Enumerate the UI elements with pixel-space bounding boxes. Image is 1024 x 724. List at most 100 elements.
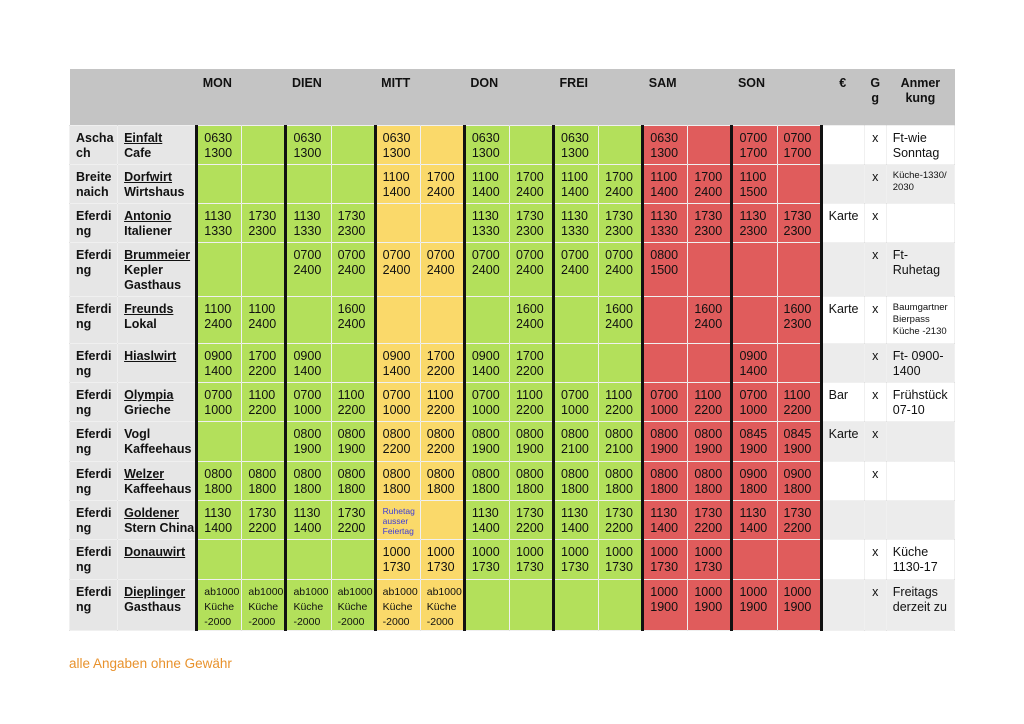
header-day-mitt: MITT: [375, 69, 465, 126]
town-cell: Eferdi ng: [68, 579, 119, 631]
hours-cell-mitt: 0700 2400: [373, 242, 421, 297]
hours-cell-dien: [330, 164, 376, 204]
hours-cell-mon: [195, 539, 243, 580]
hours-cell-dien: 0630 1300: [284, 125, 332, 165]
hours-cell-mitt: [419, 203, 465, 243]
hours-cell-sam: 1000 1730: [687, 539, 733, 580]
town-cell: Eferdi ng: [68, 500, 119, 540]
restaurant-cell: Vogl Kaffeehaus: [117, 421, 198, 462]
hours-cell-son: 0700 1000: [730, 382, 778, 422]
hours-cell-dien: 1730 2200: [330, 500, 376, 540]
hours-cell-frei: 1700 2400: [598, 164, 644, 204]
table-row: Eferdi ng Freunds Lokal 1100 2400 1100 2400…: [68, 296, 956, 344]
hours-cell-son: 0700 1700: [776, 125, 823, 165]
hours-cell-dien: 0800 1900: [284, 421, 332, 462]
hours-cell-son: 1000 1900: [730, 579, 778, 631]
hours-cell-frei: 1130 1330: [552, 203, 600, 243]
hours-cell-mitt: 0630 1300: [373, 125, 421, 165]
gg-cell: x: [863, 164, 887, 204]
hours-cell-mon: 1100 2200: [241, 382, 287, 422]
hours-cell-frei: 1100 2200: [598, 382, 644, 422]
hours-cell-don: 0800 1900: [462, 421, 510, 462]
hours-cell-mitt: 1100 2200: [419, 382, 465, 422]
hours-cell-dien: 0800 1900: [330, 421, 376, 462]
hours-cell-son: 0900 1800: [776, 461, 823, 501]
town-cell: Eferdi ng: [68, 421, 119, 462]
restaurant-type: Kaffeehaus: [124, 442, 192, 456]
payment-cell: Karte: [820, 203, 865, 243]
restaurant-name-link[interactable]: Brummeier: [124, 248, 191, 262]
hours-cell-son: [776, 343, 823, 383]
hours-cell-dien: 0700 2400: [284, 242, 332, 297]
hours-cell-son: 1100 2200: [776, 382, 823, 422]
note-cell: Küche 1130-17: [885, 539, 956, 580]
note-cell: Frühstück 07-10: [885, 382, 956, 422]
hours-cell-don: 1700 2200: [508, 343, 555, 383]
hours-cell-don: 0800 1800: [462, 461, 510, 501]
gg-cell: [863, 500, 887, 540]
note-cell: [885, 203, 956, 243]
hours-cell-don: 1600 2400: [508, 296, 555, 344]
note-cell: Küche-1330/ 2030: [885, 164, 956, 204]
header-town: [69, 69, 118, 126]
hours-cell-sam: 0800 1500: [641, 242, 689, 297]
hours-cell-son: 1130 2300: [730, 203, 778, 243]
hours-cell-dien: 0700 2400: [330, 242, 376, 297]
hours-cell-dien: [284, 539, 332, 580]
hours-cell-frei: 1600 2400: [598, 296, 644, 344]
header-day-mon: MON: [196, 69, 286, 126]
restaurant-name-link[interactable]: Welzer: [124, 467, 165, 481]
hours-cell-son: 1000 1900: [776, 579, 823, 631]
hours-cell-frei: [598, 125, 644, 165]
table-row: Eferdi ng Brummeier Kepler Gasthaus 0700 2…: [68, 242, 956, 297]
note-cell: Baumgartner Bierpass Küche -2130: [885, 296, 956, 344]
header-name: [117, 69, 197, 126]
hours-cell-mitt: 1000 1730: [419, 539, 465, 580]
hours-cell-mon: [241, 421, 287, 462]
hours-cell-frei: 1100 1400: [552, 164, 600, 204]
hours-cell-sam: 1100 2200: [687, 382, 733, 422]
town-cell: Eferdi ng: [68, 461, 119, 501]
hours-cell-dien: 1130 1400: [284, 500, 332, 540]
table-row: Eferdi ng Vogl Kaffeehaus 0800 1900 0800 19…: [68, 421, 956, 462]
hours-cell-mon: 1700 2200: [241, 343, 287, 383]
restaurant-type: Kepler Gasthaus: [124, 263, 182, 292]
hours-cell-don: 0800 1800: [508, 461, 555, 501]
table-row: Eferdi ng Dieplinger Gasthaus ab1000 Küche…: [68, 579, 956, 631]
restaurant-name-link[interactable]: Olympia: [124, 388, 174, 402]
hours-cell-don: [462, 296, 510, 344]
hours-cell-dien: 1600 2400: [330, 296, 376, 344]
restaurant-name-link[interactable]: Freunds: [124, 302, 174, 316]
hours-cell-frei: [552, 579, 600, 631]
restaurant-name-link[interactable]: Goldener: [124, 506, 179, 520]
hours-cell-frei: [598, 579, 644, 631]
hours-cell-mitt: 0700 2400: [419, 242, 465, 297]
hours-cell-mitt: [419, 500, 465, 540]
hours-cell-son: 0700 1700: [730, 125, 778, 165]
restaurant-name-link[interactable]: Einfalt: [124, 131, 163, 145]
restaurant-name-link[interactable]: Hiaslwirt: [124, 349, 177, 363]
hours-cell-mitt: 0700 1000: [373, 382, 421, 422]
payment-cell: [820, 125, 865, 165]
restaurant-name-link[interactable]: Dorfwirt: [124, 170, 173, 184]
restaurant-name-link[interactable]: Donauwirt: [124, 545, 186, 559]
hours-cell-don: [462, 579, 510, 631]
hours-cell-dien: ab1000 Küche -2000: [330, 579, 376, 631]
hours-cell-don: 1100 1400: [462, 164, 510, 204]
note-cell: [885, 421, 956, 462]
restaurant-type: Gasthaus: [124, 600, 182, 614]
table-row: Ascha ch Einfalt Cafe 0630 1300 0630 1300 06…: [68, 125, 956, 165]
hours-cell-son: 1600 2300: [776, 296, 823, 344]
restaurant-name-link[interactable]: Dieplinger: [124, 585, 186, 599]
hours-cell-don: 1730 2200: [508, 500, 555, 540]
hours-cell-mitt: 1700 2400: [419, 164, 465, 204]
restaurant-name-link[interactable]: Antonio: [124, 209, 172, 223]
gg-cell: x: [863, 539, 887, 580]
restaurant-type: Lokal: [124, 317, 157, 331]
hours-cell-frei: 0630 1300: [552, 125, 600, 165]
header-note: Anmer kung: [886, 69, 955, 126]
hours-cell-frei: 1730 2200: [598, 500, 644, 540]
hours-cell-mitt: 1700 2200: [419, 343, 465, 383]
hours-cell-mitt: Ruhetag ausser Feiertag: [373, 500, 421, 540]
hours-cell-sam: 1730 2300: [687, 203, 733, 243]
